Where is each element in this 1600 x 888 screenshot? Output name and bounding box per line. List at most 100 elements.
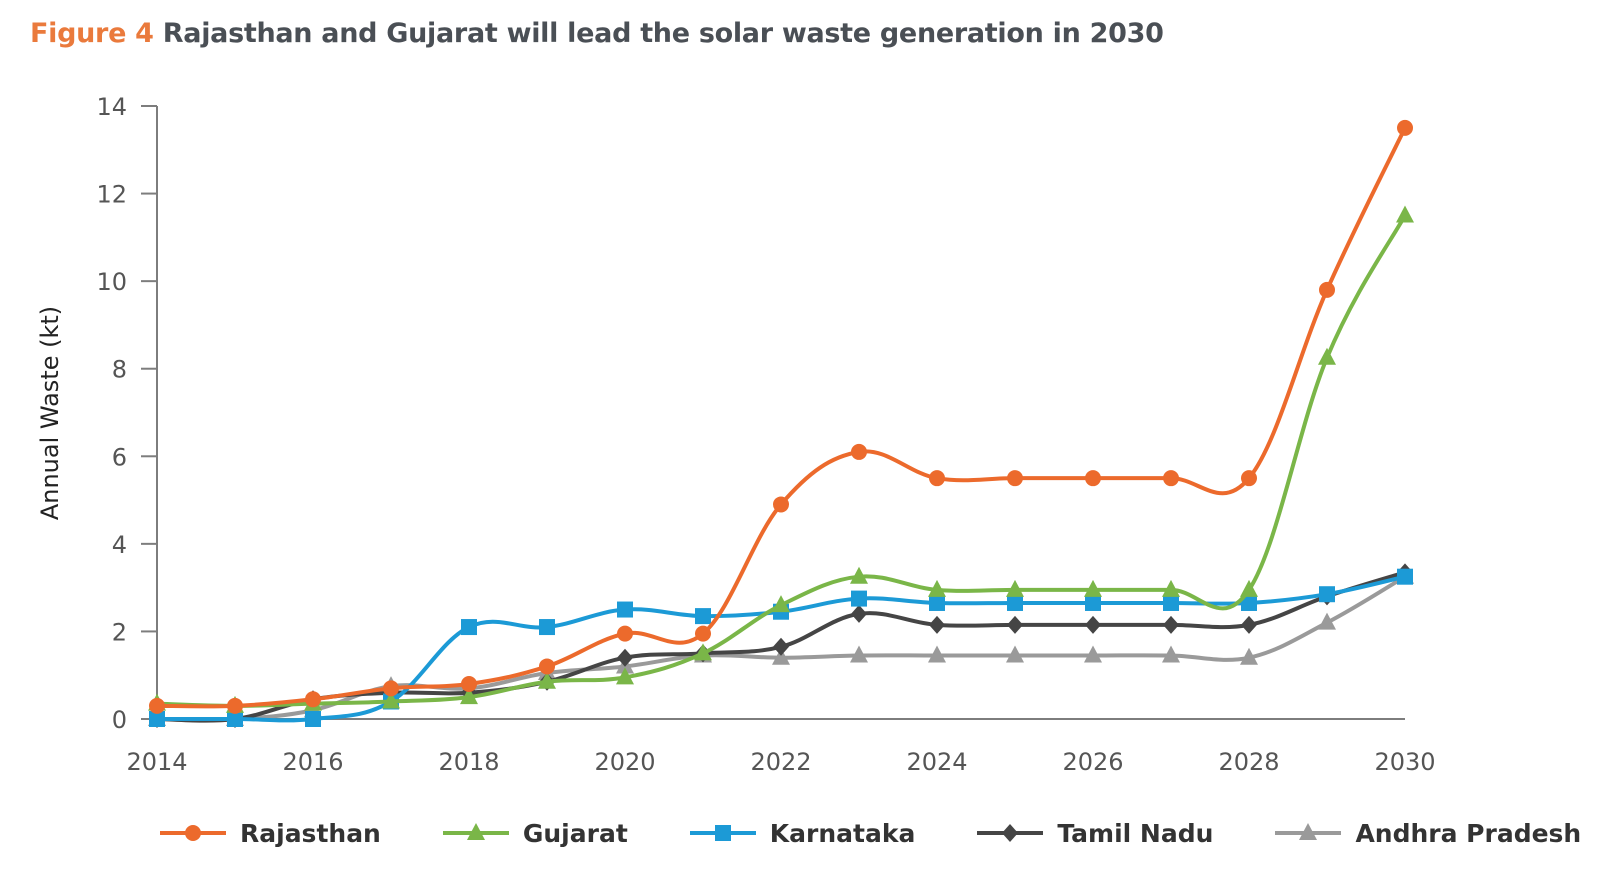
- data-point-tamil-nadu: [1241, 615, 1257, 634]
- legend-label: Gujarat: [522, 818, 628, 848]
- data-point-andhra-pradesh: [1162, 645, 1180, 663]
- data-point-andhra-pradesh: [772, 647, 790, 665]
- legend-label: Rajasthan: [240, 818, 381, 848]
- legend-label: Tamil Nadu: [1057, 818, 1214, 848]
- data-point-gujarat: [382, 691, 400, 709]
- y-tick-label: 6: [112, 443, 127, 471]
- legend-item-andhra-pradesh: Andhra Pradesh: [1273, 818, 1581, 848]
- data-point-rajasthan: [1007, 470, 1023, 487]
- y-tick-label: 0: [112, 706, 127, 734]
- data-point-karnataka: [539, 619, 555, 636]
- data-point-gujarat: [538, 671, 556, 689]
- x-tick-label: 2022: [750, 748, 811, 776]
- data-point-gujarat: [694, 643, 712, 661]
- data-point-karnataka: [149, 711, 165, 727]
- data-point-karnataka: [851, 590, 867, 607]
- data-point-karnataka: [929, 594, 945, 611]
- data-point-andhra-pradesh: [1240, 647, 1258, 665]
- y-tick-label: 8: [112, 356, 127, 384]
- data-point-rajasthan: [149, 697, 165, 714]
- data-point-gujarat: [1318, 347, 1336, 365]
- data-point-andhra-pradesh: [928, 645, 946, 663]
- data-point-tamil-nadu: [851, 604, 867, 623]
- series-layer: [148, 119, 1414, 728]
- data-point-gujarat: [1240, 579, 1258, 597]
- data-point-karnataka: [227, 711, 243, 727]
- legend-marker-tamil-nadu: [977, 824, 1044, 842]
- y-tick-label: 14: [96, 93, 127, 121]
- data-point-tamil-nadu: [617, 648, 633, 667]
- x-tick-label: 2020: [594, 748, 655, 776]
- y-tick-label: 2: [112, 618, 127, 646]
- legend-item-karnataka: Karnataka: [688, 818, 916, 848]
- legend-marker-andhra-pradesh: [1275, 823, 1342, 840]
- x-tick-label: 2016: [282, 748, 343, 776]
- data-point-andhra-pradesh: [1006, 645, 1024, 663]
- data-point-rajasthan: [1163, 470, 1179, 487]
- axes: 0 2 4 6 8 10 12 14 2014 2016 2018 2020 2022 2024 2026 2…: [96, 93, 1435, 776]
- data-point-karnataka: [1085, 594, 1101, 611]
- data-point-gujarat: [1084, 579, 1102, 597]
- data-point-rajasthan: [383, 680, 399, 697]
- legend-label: Andhra Pradesh: [1355, 818, 1582, 848]
- legend-symbol-rajasthan: [185, 825, 201, 841]
- legend-item-gujarat: Gujarat: [441, 818, 628, 848]
- x-tick-label: 2014: [126, 748, 187, 776]
- legend-symbol-andhra-pradesh: [1299, 823, 1318, 840]
- legend-marker-gujarat: [442, 823, 509, 840]
- x-tick-label: 2026: [1062, 748, 1123, 776]
- data-point-tamil-nadu: [929, 615, 945, 634]
- legend-symbol-karnataka: [714, 825, 731, 841]
- legend-item-tamil-nadu: Tamil Nadu: [975, 818, 1213, 848]
- data-point-tamil-nadu: [1007, 615, 1023, 634]
- data-point-rajasthan: [695, 625, 711, 642]
- data-point-gujarat: [460, 687, 478, 705]
- data-point-gujarat: [850, 566, 868, 584]
- x-tick-label: 2028: [1218, 748, 1279, 776]
- data-point-karnataka: [617, 601, 633, 618]
- legend-symbol-gujarat: [466, 823, 485, 840]
- title-text: Rajasthan and Gujarat will lead the sola…: [162, 18, 1164, 49]
- data-point-gujarat: [928, 579, 946, 597]
- data-point-rajasthan: [539, 658, 555, 675]
- data-point-tamil-nadu: [1163, 615, 1179, 634]
- data-point-rajasthan: [1397, 119, 1413, 136]
- data-point-rajasthan: [773, 496, 789, 513]
- series-rajasthan: [149, 119, 1413, 714]
- y-tick-label: 12: [96, 181, 127, 209]
- x-tick-label: 2030: [1374, 748, 1435, 776]
- legend: Rajasthan Gujarat Karnataka Tamil Nadu Andhr…: [158, 818, 1581, 848]
- legend-item-rajasthan: Rajasthan: [158, 818, 381, 848]
- legend-label: Karnataka: [769, 818, 916, 848]
- data-point-karnataka: [1397, 568, 1413, 585]
- data-point-rajasthan: [851, 443, 867, 460]
- data-point-karnataka: [1163, 594, 1179, 611]
- data-point-rajasthan: [305, 691, 321, 708]
- data-point-rajasthan: [461, 675, 477, 692]
- figure-label: Figure 4: [30, 18, 154, 49]
- data-point-gujarat: [1162, 579, 1180, 597]
- data-point-gujarat: [1006, 579, 1024, 597]
- series-gujarat: [148, 205, 1414, 713]
- data-point-gujarat: [1396, 205, 1414, 223]
- y-tick-label: 4: [112, 531, 127, 559]
- chart-title: Figure 4 Rajasthan and Gujarat will lead…: [30, 18, 1164, 49]
- data-point-gujarat: [616, 667, 634, 685]
- data-point-rajasthan: [1085, 470, 1101, 487]
- data-point-karnataka: [1241, 594, 1257, 611]
- legend-symbol-tamil-nadu: [1002, 824, 1019, 842]
- data-point-karnataka: [1007, 594, 1023, 611]
- data-point-karnataka: [695, 608, 711, 625]
- data-point-tamil-nadu: [773, 637, 789, 656]
- data-point-andhra-pradesh: [1318, 612, 1336, 630]
- data-point-rajasthan: [929, 470, 945, 487]
- data-point-karnataka: [305, 711, 321, 727]
- x-tick-label: 2018: [438, 748, 499, 776]
- data-point-andhra-pradesh: [1084, 645, 1102, 663]
- y-tick-label: 10: [96, 268, 127, 296]
- data-point-andhra-pradesh: [850, 645, 868, 663]
- series-line-gujarat: [156, 214, 1407, 708]
- legend-marker-karnataka: [689, 825, 756, 841]
- data-point-rajasthan: [1241, 470, 1257, 487]
